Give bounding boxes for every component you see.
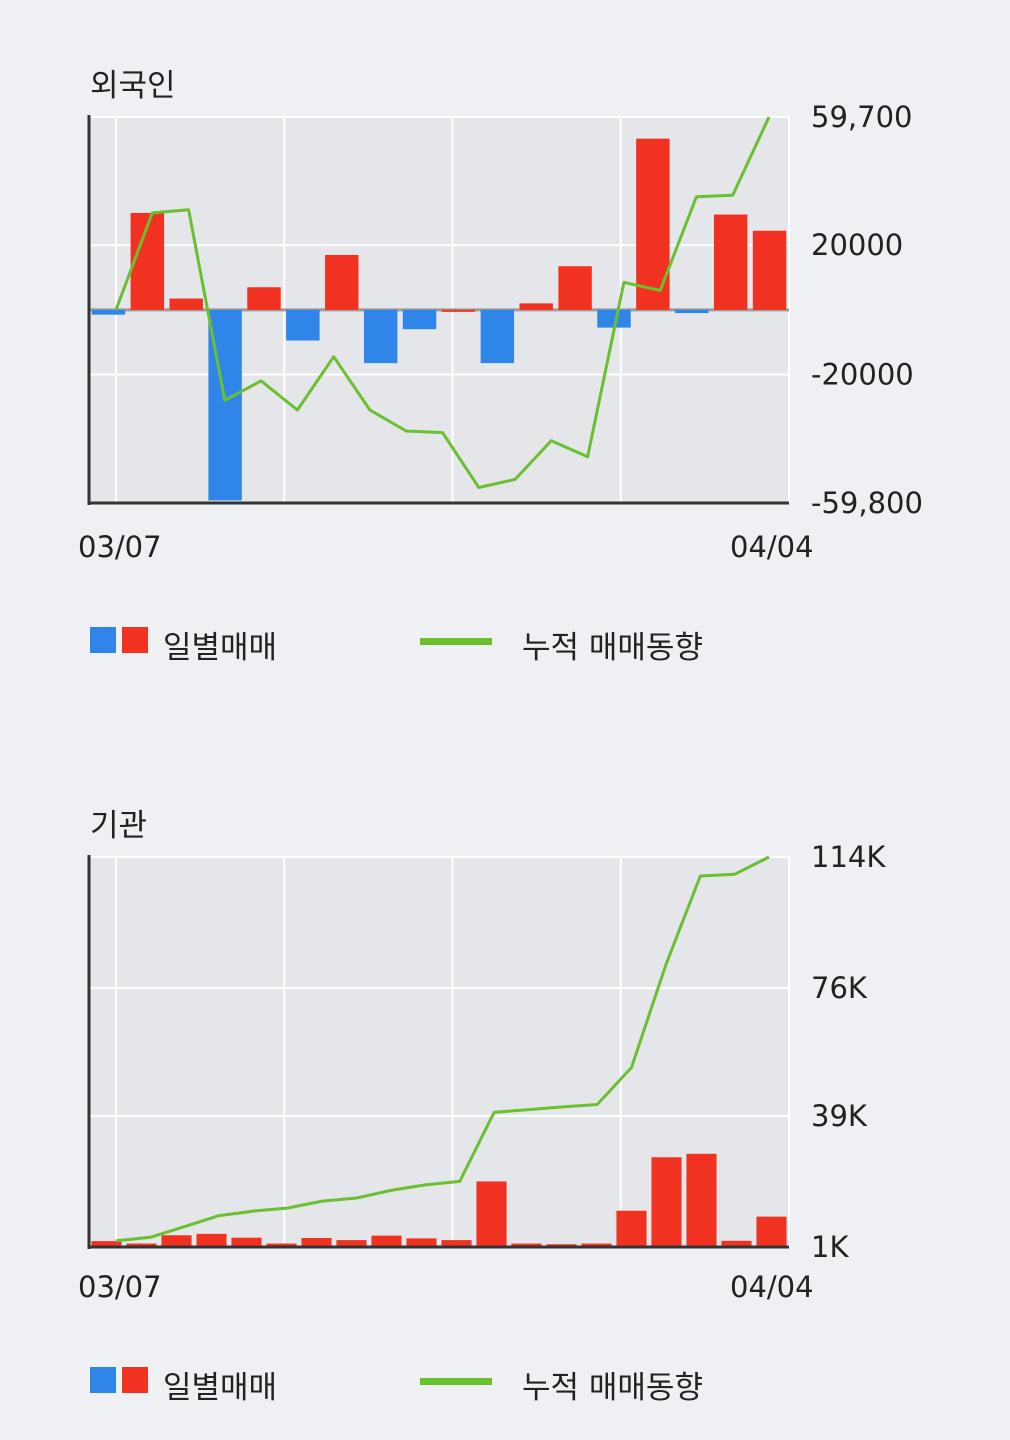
- legend-cumulative-label: 누적 매매동향: [522, 630, 703, 666]
- y-tick-label: 76K: [811, 971, 868, 1005]
- bar: [402, 309, 437, 330]
- bar: [636, 138, 670, 310]
- bar: [371, 1235, 402, 1247]
- cumulative-line: [114, 116, 771, 489]
- chart-title: 기관: [90, 808, 148, 844]
- bar: [126, 1243, 157, 1247]
- legend-positive-swatch: [122, 627, 148, 653]
- y-tick-label: -59,800: [811, 486, 923, 520]
- bar: [247, 287, 281, 310]
- bar: [286, 309, 320, 341]
- bar: [713, 214, 748, 310]
- x-end-label: 04/04: [730, 530, 814, 564]
- bar: [406, 1238, 437, 1247]
- x-end-label: 04/04: [730, 1270, 814, 1304]
- bar: [441, 309, 476, 312]
- legend-negative-swatch: [90, 627, 116, 653]
- bar: [686, 1153, 717, 1247]
- bar: [441, 1240, 472, 1247]
- foreign-panel: 외국인 59,700 20000 -20000 -59,800 03/07 04/04…: [0, 0, 1010, 700]
- bar: [325, 254, 359, 310]
- legend-negative-swatch: [90, 1367, 116, 1393]
- legend-cumulative-label: 누적 매매동향: [522, 1370, 703, 1406]
- legend-daily-label: 일별매매: [163, 630, 278, 666]
- bar: [558, 266, 592, 310]
- x-start-label: 03/07: [78, 1270, 162, 1304]
- legend-positive-swatch: [122, 1367, 148, 1393]
- y-tick-label: 114K: [811, 840, 886, 874]
- y-tick-label: 59,700: [811, 100, 912, 134]
- y-tick-label: 39K: [811, 1099, 868, 1133]
- foreign-chart: 59,700 20000 -20000 -59,800: [87, 100, 923, 520]
- bar: [363, 309, 398, 364]
- y-tick-label: 1K: [811, 1230, 849, 1264]
- legend: 일별매매 누적 매매동향: [0, 622, 1010, 666]
- bar: [511, 1243, 542, 1247]
- bar: [91, 1241, 122, 1247]
- bar: [675, 309, 709, 314]
- bar: [169, 298, 203, 310]
- legend: 일별매매 누적 매매동향: [0, 1362, 1010, 1406]
- y-tick-label: -20000: [811, 357, 914, 391]
- institution-panel: 기관 114K 76K 39K 1K 03/07 04/04 일별매매 누적 매매동향: [0, 740, 1010, 1440]
- bar: [480, 309, 515, 364]
- bar: [476, 1181, 507, 1247]
- bar: [519, 303, 553, 310]
- bar: [301, 1238, 332, 1247]
- chart-title: 외국인: [90, 68, 176, 104]
- bar: [616, 1210, 647, 1247]
- legend-daily-label: 일별매매: [163, 1370, 278, 1406]
- bar: [721, 1240, 752, 1247]
- bar: [752, 230, 787, 310]
- legend-cumulative-line: [420, 1378, 492, 1385]
- bar: [231, 1237, 262, 1247]
- cumulative-line: [115, 855, 770, 1243]
- bar: [756, 1216, 787, 1247]
- bar: [161, 1235, 192, 1247]
- bar: [91, 309, 126, 315]
- bar: [196, 1233, 227, 1247]
- y-tick-label: 20000: [811, 228, 903, 262]
- legend-cumulative-line: [420, 638, 492, 645]
- institution-chart: 114K 76K 39K 1K: [87, 840, 886, 1264]
- bar: [336, 1240, 367, 1247]
- bar: [581, 1243, 612, 1247]
- bar: [651, 1157, 682, 1247]
- bar: [597, 309, 631, 328]
- bar: [266, 1243, 297, 1247]
- x-start-label: 03/07: [78, 530, 162, 564]
